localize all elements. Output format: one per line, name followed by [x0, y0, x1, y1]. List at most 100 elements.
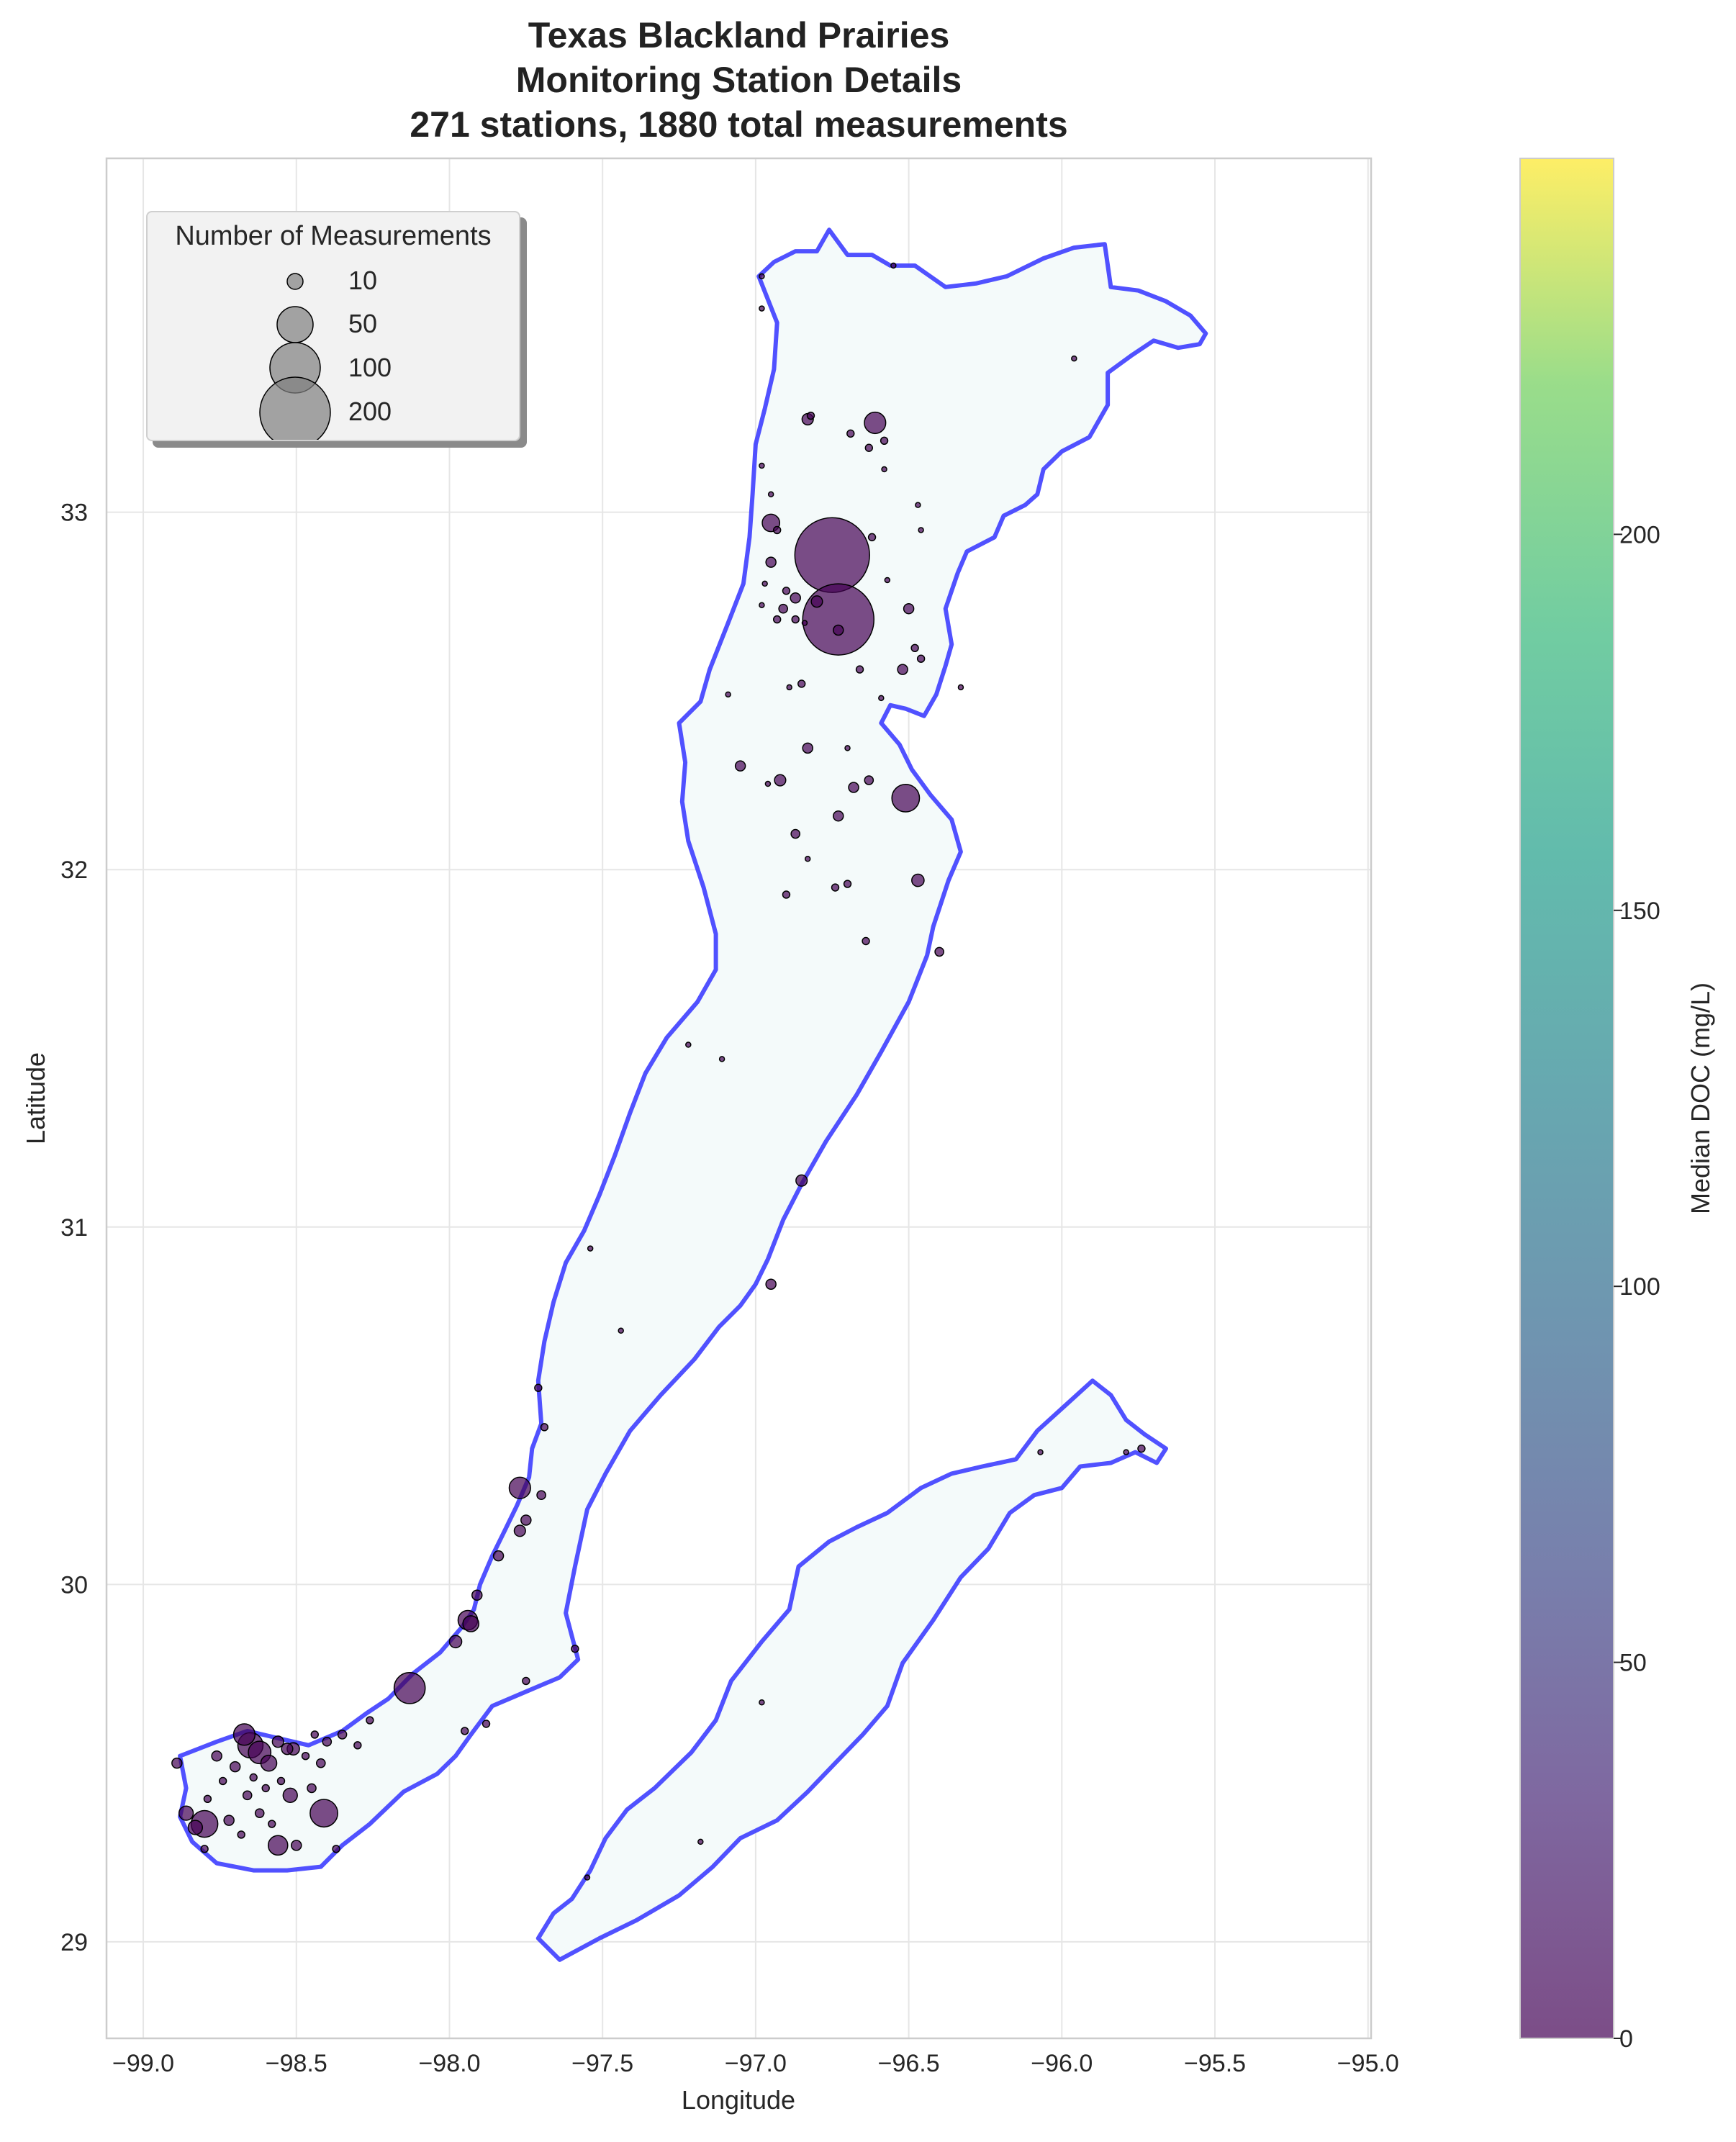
station-marker — [790, 828, 801, 839]
station-marker — [276, 1776, 286, 1786]
station-marker — [366, 1716, 374, 1725]
x-tick-label: −95.5 — [1184, 2050, 1246, 2077]
station-marker — [540, 1423, 549, 1432]
station-marker — [843, 880, 852, 888]
station-marker — [309, 1799, 338, 1828]
y-tick-label: 33 — [60, 500, 88, 527]
station-marker — [513, 1524, 526, 1537]
region-north — [178, 227, 1208, 1873]
station-marker — [806, 411, 815, 420]
station-marker — [332, 1845, 340, 1853]
station-marker — [508, 1476, 531, 1499]
station-marker — [759, 273, 765, 280]
station-marker — [782, 587, 791, 595]
station-marker — [268, 1820, 276, 1828]
x-axis-ticks: −99.0 −98.5 −98.0 −97.5 −97.0 −96.5 −96.0 −95.5… — [112, 2050, 1399, 2077]
station-marker — [759, 602, 765, 608]
station-marker — [915, 502, 921, 508]
x-tick-label: −96.5 — [878, 2050, 940, 2077]
x-tick-label: −98.0 — [418, 2050, 480, 2077]
station-marker — [187, 1820, 204, 1835]
station-marker — [461, 1727, 469, 1735]
station-marker — [307, 1783, 317, 1794]
station-marker — [802, 742, 813, 754]
station-marker — [536, 1490, 546, 1501]
station-marker — [772, 615, 782, 624]
station-marker — [759, 305, 765, 312]
title-line-1: Texas Blackland Prairies — [528, 15, 950, 55]
legend-markers — [259, 273, 331, 440]
station-marker — [1071, 355, 1077, 362]
station-marker — [237, 1830, 245, 1839]
station-marker — [765, 556, 777, 568]
station-marker — [759, 1699, 765, 1706]
x-tick-label: −98.5 — [266, 2050, 327, 2077]
station-marker — [203, 1794, 212, 1803]
station-marker — [934, 946, 944, 957]
station-marker — [211, 1750, 222, 1762]
colorbar-ticks: 0 50 100 150 200 — [1614, 521, 1660, 2053]
station-marker — [522, 1676, 530, 1686]
station-marker — [890, 262, 897, 269]
y-axis-ticks: 29 30 31 32 33 — [60, 500, 88, 1956]
station-marker — [1137, 1444, 1146, 1453]
legend-label-10: 10 — [348, 266, 378, 295]
station-marker — [310, 1730, 319, 1739]
station-marker — [534, 1383, 543, 1392]
station-marker — [791, 615, 800, 624]
station-marker — [1037, 1449, 1044, 1455]
colorbar-tick-label: 50 — [1619, 1650, 1647, 1677]
station-marker — [846, 429, 855, 438]
station-marker — [918, 527, 924, 533]
station-marker — [223, 1815, 235, 1826]
region-boundaries — [178, 227, 1208, 1962]
x-tick-label: −97.5 — [571, 2050, 633, 2077]
x-tick-label: −99.0 — [112, 2050, 174, 2077]
station-marker — [864, 775, 874, 785]
station-marker — [831, 883, 840, 892]
legend-marker-200 — [259, 376, 331, 440]
station-marker — [794, 517, 870, 593]
station-marker — [774, 774, 787, 787]
x-tick-label: −95.0 — [1337, 2050, 1399, 2077]
y-axis-label: Latitude — [21, 1052, 50, 1144]
x-tick-label: −97.0 — [725, 2050, 787, 2077]
station-marker — [734, 760, 746, 772]
station-marker — [337, 1730, 348, 1740]
station-marker — [884, 577, 891, 584]
station-marker — [587, 1245, 594, 1252]
station-marker — [200, 1845, 209, 1853]
station-marker — [178, 1805, 194, 1821]
station-marker — [685, 1041, 692, 1048]
station-marker — [718, 1056, 725, 1062]
station-marker — [761, 580, 768, 587]
station-markers — [171, 262, 1146, 1881]
station-marker — [801, 620, 808, 626]
station-marker — [301, 1752, 310, 1761]
y-tick-label: 32 — [60, 857, 88, 884]
station-marker — [229, 1761, 241, 1773]
legend-marker-50 — [276, 306, 314, 343]
station-marker — [782, 890, 791, 899]
station-marker — [260, 1754, 278, 1772]
station-marker — [482, 1720, 491, 1728]
station-marker — [802, 583, 875, 656]
station-marker — [315, 1758, 326, 1768]
station-marker — [261, 1784, 270, 1793]
legend-title: Number of Measurements — [175, 221, 492, 251]
station-marker — [571, 1645, 579, 1653]
station-marker — [848, 782, 859, 793]
station-marker — [448, 1635, 463, 1649]
station-marker — [897, 664, 908, 675]
station-marker — [218, 1776, 227, 1786]
station-marker — [764, 780, 772, 787]
legend-label-200: 200 — [348, 397, 392, 426]
station-marker — [864, 411, 887, 435]
station-marker — [797, 679, 806, 688]
colorbar-tick-label: 0 — [1619, 2025, 1633, 2053]
station-marker — [795, 1174, 808, 1187]
y-tick-label: 31 — [60, 1214, 88, 1242]
station-marker — [833, 810, 844, 822]
colorbar-tick-label: 150 — [1619, 898, 1660, 925]
station-marker — [911, 873, 925, 887]
